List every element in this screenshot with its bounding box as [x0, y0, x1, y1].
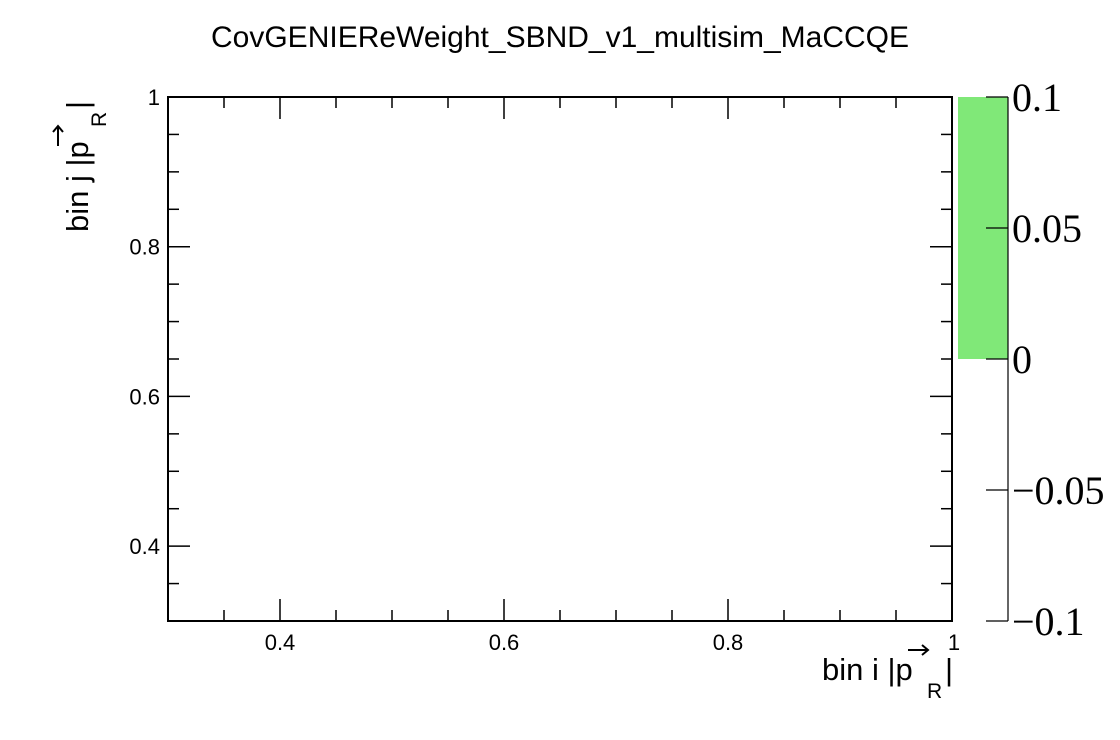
- x-tick-label: 0.8: [713, 630, 744, 655]
- colorbar-tick-label: 0.05: [1012, 206, 1082, 251]
- x-label-vector-arrow: [908, 644, 930, 656]
- y-axis-label-subscript: R: [88, 112, 111, 127]
- plot-frame: [167, 96, 953, 622]
- x-tick-label: 1: [948, 630, 960, 655]
- y-axis: 0.4 0.6 0.8 1: [129, 85, 952, 622]
- y-axis-label-suffix: |: [60, 101, 95, 109]
- y-tick-label: 0.4: [129, 534, 160, 559]
- colorbar-tick-label: 0: [1012, 337, 1032, 382]
- svg-text:bin i |p: bin i |p: [822, 652, 913, 687]
- x-tick-label: 0.6: [489, 630, 520, 655]
- x-axis-label: bin i |p R |: [822, 644, 953, 703]
- colorbar-tick-label: −0.05: [1012, 468, 1105, 513]
- y-axis-label: bin j |p R |: [52, 101, 111, 232]
- x-axis-label-prefix: bin i |: [822, 652, 896, 687]
- y-tick-label: 0.8: [129, 235, 160, 260]
- colorbar: 0.1 0.05 0 −0.05 −0.1: [958, 75, 1105, 644]
- y-tick-label: 0.6: [129, 384, 160, 409]
- y-label-vector-arrow: [52, 124, 64, 146]
- y-tick-label: 1: [148, 85, 160, 110]
- x-axis-label-vector: p: [896, 652, 913, 687]
- x-axis: 0.4 0.6 0.8 1: [167, 97, 960, 655]
- colorbar-tick-label: 0.1: [1012, 75, 1062, 120]
- chart-title: CovGENIEReWeight_SBND_v1_multisim_MaCCQE: [211, 21, 909, 54]
- y-axis-label-prefix: bin j |: [60, 158, 95, 232]
- svg-text:bin j |p: bin j |p: [60, 141, 95, 232]
- y-axis-label-vector: p: [60, 141, 95, 158]
- colorbar-tick-label: −0.1: [1012, 599, 1085, 644]
- x-axis-label-subscript: R: [927, 680, 942, 703]
- x-axis-label-suffix: |: [945, 652, 953, 687]
- x-tick-label: 0.4: [265, 630, 296, 655]
